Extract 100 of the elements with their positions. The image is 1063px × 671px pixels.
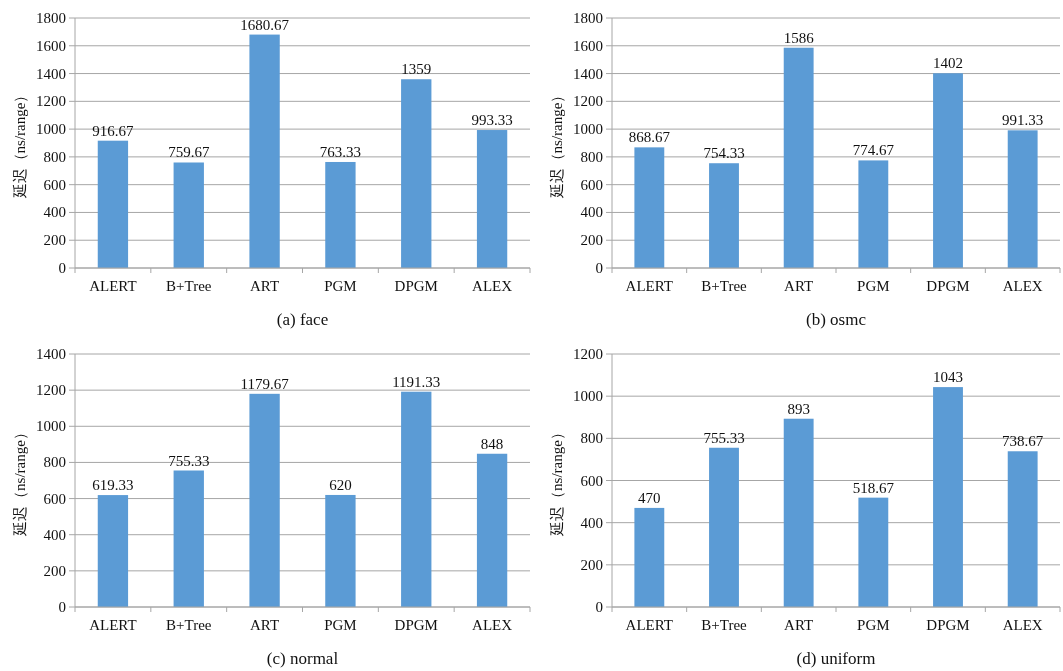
y-axis-title: 延迟（ns/range） <box>549 425 565 537</box>
bar <box>173 162 204 268</box>
bar <box>933 387 963 607</box>
bar <box>858 160 889 268</box>
data-label: 848 <box>480 435 504 452</box>
y-tick-label: 800 <box>580 148 603 165</box>
data-label: 755.33 <box>168 452 210 469</box>
bar <box>325 494 356 607</box>
x-tick-label: ALEX <box>472 617 513 633</box>
y-tick-label: 1200 <box>36 93 66 110</box>
x-tick-label: DPGM <box>394 278 438 294</box>
y-axis-title: 延迟（ns/range） <box>549 87 565 200</box>
data-label: 1586 <box>783 29 815 46</box>
bar <box>1007 130 1038 268</box>
x-tick-label: B+Tree <box>701 617 748 633</box>
y-tick-label: 1400 <box>573 65 603 82</box>
x-tick-label: ALEX <box>1002 278 1043 294</box>
y-tick-label: 200 <box>580 232 603 249</box>
y-axis-title: 延迟（ns/range） <box>12 87 28 200</box>
x-axis-title: (b) osmc <box>806 310 867 329</box>
y-tick-label: 800 <box>580 430 603 447</box>
bar <box>401 391 432 607</box>
data-label: 755.33 <box>703 429 745 446</box>
x-tick-label: B+Tree <box>166 617 212 633</box>
y-tick-label: 200 <box>43 232 66 249</box>
x-tick-label: PGM <box>857 278 890 294</box>
y-tick-label: 600 <box>43 176 66 193</box>
bar <box>97 495 129 607</box>
data-label: 1359 <box>401 61 432 78</box>
bar <box>709 163 739 268</box>
y-tick-label: 1200 <box>573 346 603 362</box>
bar <box>401 79 432 268</box>
bar <box>325 161 356 268</box>
data-label: 759.67 <box>168 144 210 161</box>
y-tick-label: 400 <box>43 204 66 221</box>
x-tick-label: PGM <box>857 617 890 633</box>
y-axis-title: 延迟（ns/range） <box>12 425 28 537</box>
y-tick-label: 1000 <box>573 121 603 138</box>
x-tick-label: B+Tree <box>166 278 212 294</box>
y-tick-label: 1200 <box>36 382 66 399</box>
y-tick-label: 1400 <box>36 65 66 82</box>
data-label: 868.67 <box>628 129 671 146</box>
data-label: 620 <box>329 476 352 493</box>
y-tick-label: 200 <box>580 556 603 573</box>
y-tick-label: 1000 <box>573 388 603 405</box>
y-tick-label: 600 <box>580 176 603 193</box>
x-tick-label: ALERT <box>89 278 137 294</box>
bar <box>1007 451 1038 607</box>
y-tick-label: 1200 <box>573 93 603 110</box>
y-tick-label: 600 <box>580 472 603 489</box>
y-tick-label: 0 <box>595 599 603 615</box>
data-label: 1191.33 <box>392 373 441 390</box>
data-label: 993.33 <box>471 112 513 129</box>
data-label: 1043 <box>933 369 963 386</box>
bar <box>783 47 814 268</box>
bar <box>634 147 665 268</box>
y-tick-label: 400 <box>580 514 603 531</box>
bar <box>858 497 889 607</box>
y-tick-label: 800 <box>43 148 66 165</box>
bar <box>97 140 129 268</box>
bar <box>249 34 280 268</box>
y-tick-label: 1800 <box>573 10 603 26</box>
data-label: 916.67 <box>92 122 135 139</box>
x-axis-title: (a) face <box>276 310 329 329</box>
x-tick-label: DPGM <box>394 617 438 633</box>
x-tick-label: ART <box>250 617 280 633</box>
y-tick-label: 400 <box>580 204 603 221</box>
data-label: 1680.67 <box>240 16 290 33</box>
bar <box>709 447 739 607</box>
y-tick-label: 0 <box>595 260 603 276</box>
y-tick-label: 800 <box>43 454 66 471</box>
x-tick-label: ALERT <box>89 617 137 633</box>
data-label: 619.33 <box>92 477 134 494</box>
y-tick-label: 1400 <box>36 346 66 362</box>
x-tick-label: ALEX <box>472 278 513 294</box>
x-tick-label: ART <box>784 278 814 294</box>
data-label: 754.33 <box>703 145 745 162</box>
x-tick-label: ALEX <box>1002 617 1043 633</box>
y-tick-label: 600 <box>43 490 66 507</box>
y-tick-label: 0 <box>58 599 66 615</box>
bar <box>476 130 508 268</box>
data-label: 991.33 <box>1002 112 1044 129</box>
y-tick-label: 1600 <box>573 37 603 54</box>
bar <box>933 73 963 268</box>
y-tick-label: 1000 <box>36 418 66 435</box>
bar <box>476 453 508 607</box>
y-tick-label: 400 <box>43 526 66 543</box>
x-tick-label: B+Tree <box>701 278 748 294</box>
data-label: 518.67 <box>852 479 895 496</box>
x-tick-label: ART <box>784 617 814 633</box>
x-tick-label: DPGM <box>926 278 970 294</box>
x-tick-label: ALERT <box>625 278 674 294</box>
bar <box>173 470 204 607</box>
data-label: 763.33 <box>319 143 362 160</box>
data-label: 1402 <box>933 55 963 72</box>
data-label: 470 <box>638 489 661 506</box>
y-tick-label: 0 <box>58 260 66 276</box>
y-tick-label: 1600 <box>36 37 66 54</box>
x-tick-label: DPGM <box>926 617 970 633</box>
x-tick-label: PGM <box>324 617 357 633</box>
